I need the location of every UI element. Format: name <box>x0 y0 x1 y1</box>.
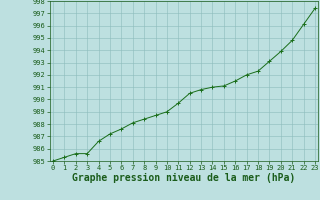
X-axis label: Graphe pression niveau de la mer (hPa): Graphe pression niveau de la mer (hPa) <box>72 173 296 183</box>
